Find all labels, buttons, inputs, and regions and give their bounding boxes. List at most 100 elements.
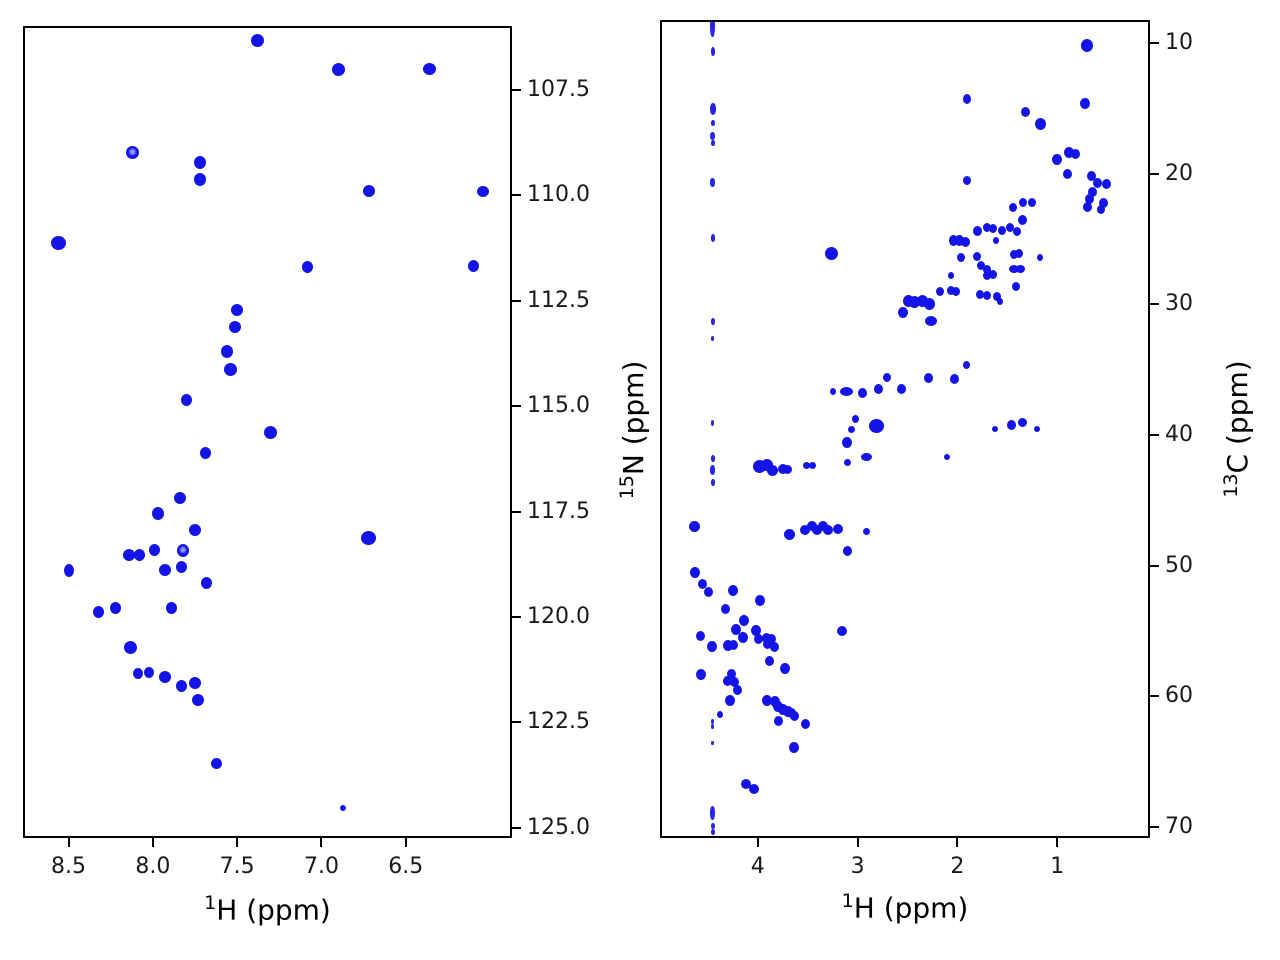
nmr-peak <box>93 605 105 618</box>
nmr-peak <box>817 521 828 532</box>
plot-frame-15n <box>23 26 512 838</box>
y-tick-label: 117.5 <box>527 498 590 524</box>
nmr-peak <box>132 668 143 680</box>
x-tick-label: 8.0 <box>135 854 171 879</box>
nmr-peak <box>882 373 891 383</box>
nmr-peak <box>223 362 237 376</box>
nmr-peak <box>1006 419 1016 430</box>
y-tick-mark <box>1150 42 1159 45</box>
nmr-peak <box>923 298 935 311</box>
y-tick-label: 10 <box>1165 30 1193 56</box>
nmr-peak <box>858 388 868 399</box>
x-tick-mark <box>151 838 154 847</box>
nmr-peak <box>165 601 177 614</box>
nmr-peak <box>993 236 1000 244</box>
nmr-peak <box>829 388 836 396</box>
nmr-peak <box>192 693 205 706</box>
water-streak-mark <box>710 46 715 56</box>
nmr-peak <box>221 344 234 358</box>
nmr-peak <box>1101 179 1111 190</box>
y-tick-mark <box>512 826 521 829</box>
nmr-peak <box>977 260 986 270</box>
nmr-peak <box>973 251 982 261</box>
nmr-peak <box>1086 171 1096 182</box>
nmr-peak <box>936 286 945 296</box>
nmr-peak <box>250 33 264 47</box>
x-tick-mark <box>404 838 407 847</box>
nmr-peak <box>983 222 992 232</box>
nmr-peak <box>897 306 908 318</box>
x-axis-label-text: H (ppm) <box>216 893 331 927</box>
y-tick-mark <box>512 405 521 408</box>
nmr-peak <box>110 601 122 614</box>
nmr-peak <box>151 507 164 521</box>
x-tick-mark <box>956 838 959 847</box>
nmr-peak <box>790 710 800 721</box>
nmr-peak <box>733 684 743 695</box>
nmr-peak <box>916 294 928 307</box>
nmr-peak <box>998 225 1007 235</box>
nmr-peak <box>689 520 701 532</box>
nmr-peak <box>361 530 377 545</box>
water-streak-mark <box>711 741 715 746</box>
nmr-peak <box>983 271 992 281</box>
nmr-peak <box>777 464 788 475</box>
water-streak-mark <box>710 233 715 242</box>
nmr-peak <box>993 292 1002 302</box>
nmr-peak <box>181 393 193 406</box>
nmr-peak <box>997 298 1004 306</box>
nmr-peak <box>477 185 490 197</box>
water-streak-mark <box>711 335 715 341</box>
nmr-peak <box>730 676 740 687</box>
nmr-peak <box>194 156 207 170</box>
nmr-peak <box>832 524 843 535</box>
nmr-peak <box>1017 417 1027 427</box>
water-streak-mark <box>710 20 716 38</box>
nmr-peak <box>809 461 817 469</box>
nmr-peak <box>1015 265 1025 274</box>
nmr-peak <box>188 676 201 689</box>
nmr-peak <box>729 640 739 651</box>
nmr-peak <box>989 269 998 279</box>
y-axis-label-superscript: 13 <box>1219 473 1242 498</box>
nmr-peak <box>740 778 751 789</box>
nmr-peak <box>844 459 852 466</box>
x-axis-label-13c-plot: 1H (ppm) <box>660 890 1150 924</box>
nmr-peak <box>762 632 772 643</box>
y-tick-label: 112.5 <box>527 287 590 313</box>
y-axis-label-13c-plot: 13C (ppm) <box>1220 360 1254 497</box>
nmr-peak <box>784 528 796 540</box>
y-tick-label: 60 <box>1165 683 1193 709</box>
nmr-peak <box>897 384 906 395</box>
water-streak-mark <box>710 478 715 486</box>
nmr-peak <box>774 716 784 727</box>
nmr-peak <box>229 321 242 334</box>
y-axis-label-text: C (ppm) <box>1221 360 1255 474</box>
y-tick-label: 20 <box>1165 160 1193 186</box>
nmr-peak <box>50 236 66 251</box>
nmr-peak <box>948 234 958 246</box>
nmr-peak <box>158 563 171 576</box>
water-streak-mark <box>710 317 715 325</box>
nmr-peak <box>1084 193 1094 204</box>
nmr-peak <box>1020 107 1030 118</box>
nmr-peak <box>962 360 970 369</box>
nmr-peak <box>727 669 737 680</box>
nmr-peak <box>1013 226 1022 236</box>
y-tick-label: 120.0 <box>527 604 590 630</box>
nmr-peak <box>737 632 748 644</box>
x-tick-mark <box>320 838 323 847</box>
water-streak-mark <box>710 822 715 829</box>
nmr-peak <box>1092 177 1102 188</box>
nmr-peak <box>331 62 345 76</box>
nmr-peak <box>803 461 811 469</box>
nmr-peak <box>149 544 161 557</box>
nmr-peak <box>695 668 706 680</box>
nmr-peak <box>863 528 871 536</box>
nmr-peak <box>783 464 793 474</box>
x-tick-label: 6.5 <box>388 854 424 879</box>
nmr-peak <box>767 464 779 476</box>
nmr-peak <box>825 247 839 261</box>
nmr-peak <box>177 543 190 557</box>
nmr-peak <box>902 294 914 307</box>
